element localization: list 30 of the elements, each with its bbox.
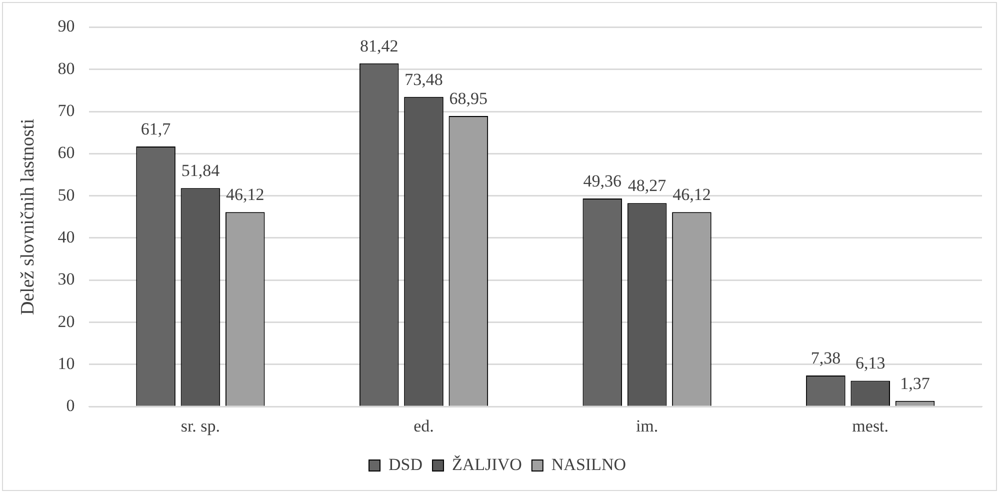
y-axis-title: Delež slovničnih lastnosti bbox=[17, 118, 38, 316]
x-tick-label: ed. bbox=[414, 416, 434, 436]
legend-label: NASILNO bbox=[551, 454, 626, 474]
data-label: 46,12 bbox=[226, 185, 264, 204]
y-tick-label: 60 bbox=[58, 143, 75, 162]
y-tick-label: 0 bbox=[66, 396, 75, 416]
data-label: 61,7 bbox=[140, 119, 172, 138]
y-tick-label: 80 bbox=[58, 58, 75, 78]
y-tick-label: 20 bbox=[58, 312, 75, 331]
x-tick-label: mest. bbox=[852, 416, 889, 436]
y-tick-label: 30 bbox=[58, 270, 75, 289]
y-tick-label: 10 bbox=[58, 354, 75, 373]
data-label: 49,36 bbox=[583, 171, 622, 190]
data-label: 6,13 bbox=[855, 354, 886, 373]
y-tick-label: 50 bbox=[58, 185, 75, 204]
x-tick-label: sr. sp. bbox=[180, 416, 220, 436]
data-label: 7,38 bbox=[810, 348, 841, 368]
y-tick-label: 40 bbox=[58, 227, 75, 246]
data-label: 73,48 bbox=[404, 70, 443, 89]
data-label: 51,84 bbox=[181, 161, 220, 180]
data-label: 68,95 bbox=[449, 88, 488, 108]
data-label: 46,12 bbox=[672, 185, 711, 204]
y-tick-label: 70 bbox=[58, 100, 75, 120]
data-label: 48,27 bbox=[628, 176, 667, 196]
legend-label: ŽALJIVO bbox=[452, 454, 522, 474]
x-tick-label: im. bbox=[636, 416, 658, 436]
y-tick-label: 90 bbox=[58, 16, 75, 36]
data-label: 81,42 bbox=[360, 36, 398, 56]
data-label: 1,37 bbox=[900, 374, 930, 393]
legend-label: DSD bbox=[388, 454, 423, 474]
